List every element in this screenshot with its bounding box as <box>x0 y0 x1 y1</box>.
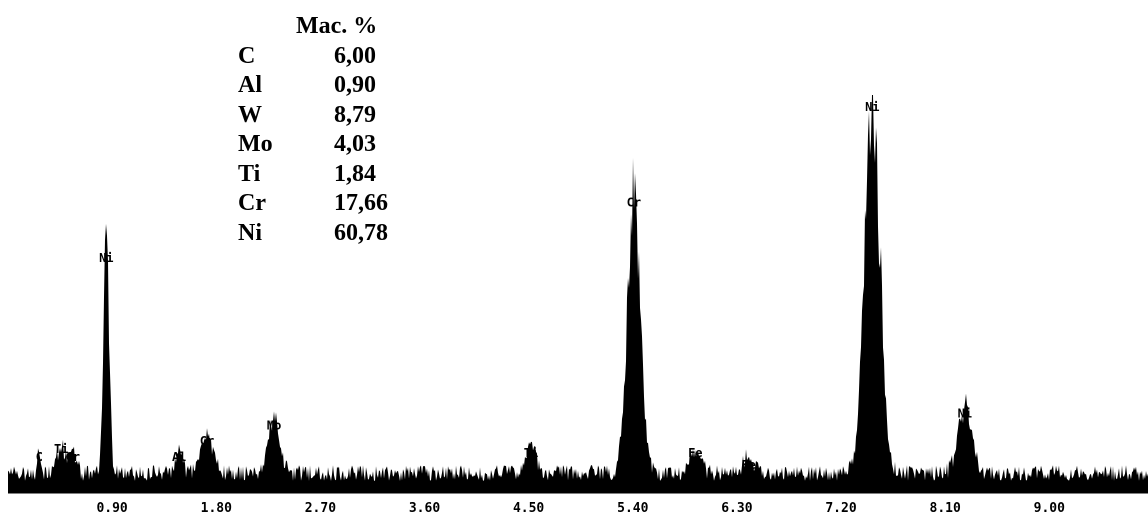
element-symbol: W <box>238 101 262 128</box>
peak-label: Al <box>172 450 186 464</box>
peak-label: Cr <box>200 434 214 448</box>
element-mass-percent: 1,84 <box>334 160 376 187</box>
element-symbol: Ti <box>238 160 261 187</box>
composition-row: Ni 60,78 <box>238 219 424 249</box>
composition-row: Cr 17,66 <box>238 189 424 219</box>
composition-row: Mo 4,03 <box>238 130 424 160</box>
composition-row: Al 0,90 <box>238 71 424 101</box>
composition-header: Мас. % <box>296 13 378 39</box>
peak-label: Cr <box>627 195 641 209</box>
peak-label: Ni <box>865 100 879 114</box>
element-symbol: C <box>238 42 256 69</box>
x-tick-label: 7.20 <box>825 501 856 516</box>
composition-row: C 6,00 <box>238 42 424 72</box>
x-tick-label: 3.60 <box>409 501 440 516</box>
element-symbol: Cr <box>238 190 266 216</box>
x-tick-label: 0.90 <box>96 501 127 516</box>
composition-row: Ti 1,84 <box>238 160 424 190</box>
peak-label: Ni <box>958 406 972 420</box>
peak-label: Ni <box>99 251 113 265</box>
peak-label: Fe <box>688 446 702 460</box>
composition-row: W 8,79 <box>238 101 424 131</box>
x-tick-label: 2.70 <box>305 501 336 516</box>
element-mass-percent: 60,78 <box>334 219 388 246</box>
element-mass-percent: 0,90 <box>334 72 376 98</box>
element-mass-percent: 17,66 <box>334 190 388 216</box>
x-tick-label: 5.40 <box>617 501 648 516</box>
x-tick-label: 1.80 <box>201 501 232 516</box>
element-mass-percent: 4,03 <box>334 131 376 157</box>
element-mass-percent: 8,79 <box>334 101 376 128</box>
x-tick-label: 8.10 <box>930 501 961 516</box>
spectrum-area <box>8 95 1148 493</box>
element-symbol: Ni <box>238 219 262 246</box>
peak-label: Cr <box>66 450 80 464</box>
peak-label: Fe <box>741 458 755 472</box>
peak-label: C <box>36 450 43 464</box>
x-tick-label: 9.00 <box>1034 501 1065 516</box>
element-symbol: Mo <box>238 131 273 157</box>
element-symbol: Al <box>238 72 262 98</box>
composition-table: Мас. % C 6,00 Al 0,90 W 8,79 Mo 4,03 Ti … <box>238 12 424 248</box>
peak-label: Ti <box>524 446 538 460</box>
peak-label: Ti <box>54 442 68 456</box>
element-mass-percent: 6,00 <box>334 42 376 69</box>
x-tick-label: 6.30 <box>721 501 752 516</box>
x-tick-label: 4.50 <box>513 501 544 516</box>
peak-label: Mo <box>267 418 281 432</box>
x-tick-labels: 0.90 1.80 2.70 3.60 4.50 5.40 6.30 7.20 8.10 9.00 <box>96 501 1065 516</box>
